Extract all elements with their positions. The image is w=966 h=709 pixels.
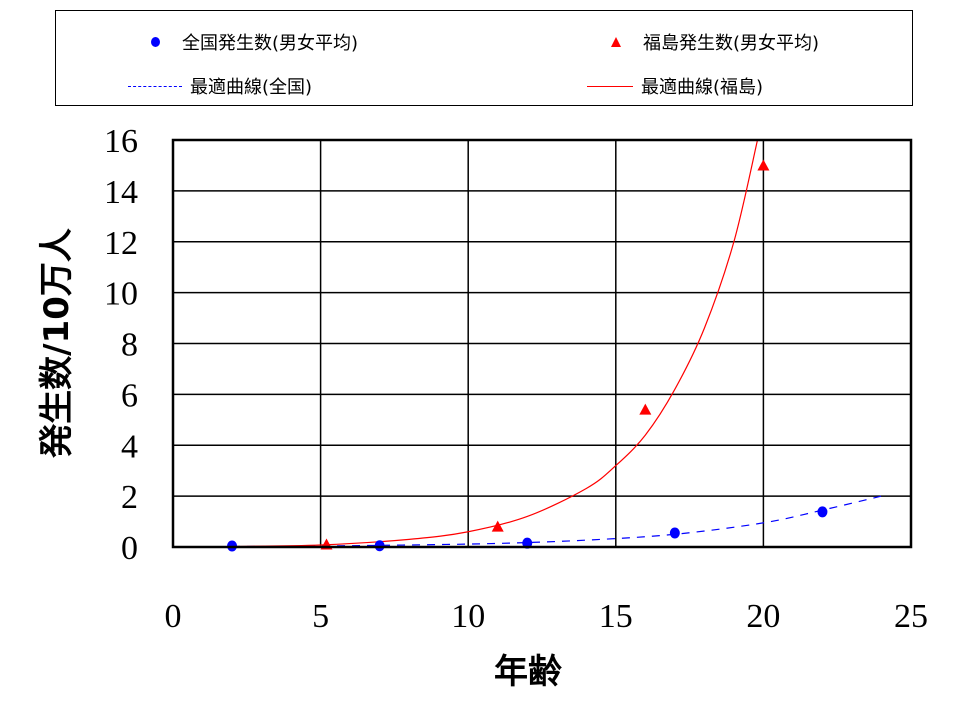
fukushima-fit-curve — [232, 139, 759, 548]
legend-item-fukushima-curve: 最適曲線(福島) — [587, 73, 763, 99]
y-tick-label: 14 — [104, 174, 138, 211]
red-solid-line-icon — [587, 85, 633, 87]
national-data-point — [817, 506, 828, 518]
blue-circle-marker-icon — [151, 37, 160, 47]
national-data-point — [669, 527, 680, 539]
chart-legend: 全国発生数(男女平均) 福島発生数(男女平均) 最適曲線(全国) 最適曲線(福島… — [55, 10, 913, 106]
x-tick-label: 10 — [451, 598, 485, 635]
fukushima-data-point — [639, 403, 652, 415]
x-tick-label: 5 — [312, 598, 329, 635]
x-tick-label: 25 — [894, 598, 928, 635]
x-tick-label: 20 — [746, 598, 780, 635]
national-data-point — [374, 540, 385, 552]
x-tick-label: 0 — [165, 598, 182, 635]
blue-dashed-line-icon — [128, 85, 182, 87]
red-triangle-marker-icon — [611, 37, 621, 47]
legend-label: 最適曲線(全国) — [190, 77, 313, 98]
y-axis-ticks: 0 2 4 6 8 10 12 14 16 — [104, 123, 138, 567]
x-tick-label: 15 — [599, 598, 633, 635]
legend-item-national-curve: 最適曲線(全国) — [128, 73, 312, 99]
x-axis-title: 年齢 — [494, 652, 562, 692]
y-tick-label: 16 — [104, 123, 138, 160]
y-tick-label: 4 — [121, 428, 138, 465]
plot-frame — [171, 138, 913, 549]
y-tick-label: 6 — [121, 377, 138, 414]
legend-item-fukushima-points: 福島発生数(男女平均) — [611, 29, 819, 55]
x-axis-ticks: 0 5 10 15 20 25 — [165, 598, 929, 635]
y-tick-label: 2 — [121, 479, 138, 516]
legend-label: 最適曲線(福島) — [641, 77, 764, 98]
fukushima-data-point — [757, 159, 770, 171]
y-tick-label: 12 — [104, 225, 138, 262]
y-axis-title: 発生数/10万人 — [37, 228, 77, 458]
y-tick-label: 0 — [121, 530, 138, 567]
grid-lines — [172, 139, 912, 548]
legend-label: 全国発生数(男女平均) — [182, 33, 359, 54]
fukushima-data-point — [491, 520, 504, 532]
legend-label: 福島発生数(男女平均) — [643, 33, 820, 54]
legend-item-national-points: 全国発生数(男女平均) — [151, 29, 358, 55]
y-tick-label: 8 — [121, 327, 138, 364]
y-tick-label: 10 — [104, 276, 138, 313]
data-points — [227, 159, 828, 552]
